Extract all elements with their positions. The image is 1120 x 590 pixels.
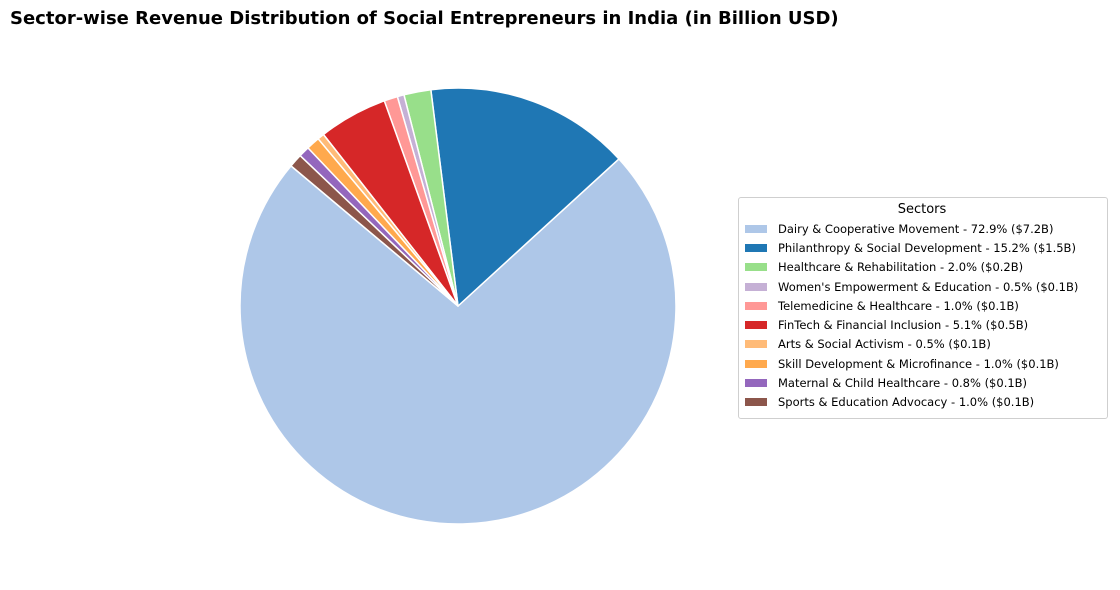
legend-entry-10: Sports & Education Advocacy - 1.0% ($0.1…	[745, 393, 1099, 412]
legend-label-5: Telemedicine & Healthcare - 1.0% ($0.1B)	[778, 298, 1019, 313]
legend-swatch-8	[745, 359, 767, 368]
legend-swatch-1	[745, 224, 767, 233]
legend-swatch-9	[745, 379, 767, 388]
legend-swatch-5	[745, 301, 767, 310]
legend-entry-3: Healthcare & Rehabilitation - 2.0% ($0.2…	[745, 258, 1099, 277]
legend-label-2: Philanthropy & Social Development - 15.2…	[778, 240, 1076, 255]
legend-label-8: Skill Development & Microfinance - 1.0% …	[778, 356, 1059, 371]
legend-entry-4: Women's Empowerment & Education - 0.5% (…	[745, 277, 1099, 296]
legend-label-4: Women's Empowerment & Education - 0.5% (…	[778, 279, 1079, 294]
legend-entry-5: Telemedicine & Healthcare - 1.0% ($0.1B)	[745, 296, 1099, 315]
legend-entry-7: Arts & Social Activism - 0.5% ($0.1B)	[745, 335, 1099, 354]
chart-title: Sector-wise Revenue Distribution of Soci…	[10, 8, 839, 29]
legend-swatch-4	[745, 282, 767, 291]
legend-swatch-2	[745, 243, 767, 252]
legend-swatch-10	[745, 398, 767, 407]
legend-entry-6: FinTech & Financial Inclusion - 5.1% ($0…	[745, 315, 1099, 334]
legend-swatch-7	[745, 340, 767, 349]
pie-slice-2	[430, 87, 620, 307]
legend-swatch-3	[745, 263, 767, 272]
legend-entry-2: Philanthropy & Social Development - 15.2…	[745, 238, 1099, 257]
legend-label-10: Sports & Education Advocacy - 1.0% ($0.1…	[778, 395, 1035, 410]
legend-label-9: Maternal & Child Healthcare - 0.8% ($0.1…	[778, 376, 1028, 391]
legend-entry-9: Maternal & Child Healthcare - 0.8% ($0.1…	[745, 373, 1099, 392]
legend-label-3: Healthcare & Rehabilitation - 2.0% ($0.2…	[778, 260, 1024, 275]
legend-entry-8: Skill Development & Microfinance - 1.0% …	[745, 354, 1099, 373]
legend-entries: Dairy & Cooperative Movement - 72.9% ($7…	[745, 219, 1099, 412]
pie-slice-10	[290, 154, 459, 307]
legend-title: Sectors	[897, 202, 947, 217]
legend-entry-1: Dairy & Cooperative Movement - 72.9% ($7…	[745, 219, 1099, 238]
legend-swatch-6	[745, 321, 767, 330]
pie-slice-1	[239, 158, 677, 525]
legend-label-1: Dairy & Cooperative Movement - 72.9% ($7…	[778, 221, 1054, 236]
legend-label-6: FinTech & Financial Inclusion - 5.1% ($0…	[778, 318, 1029, 333]
legend-label-7: Arts & Social Activism - 0.5% ($0.1B)	[778, 337, 991, 352]
legend: Sectors Dairy & Cooperative Movement - 7…	[738, 197, 1108, 419]
